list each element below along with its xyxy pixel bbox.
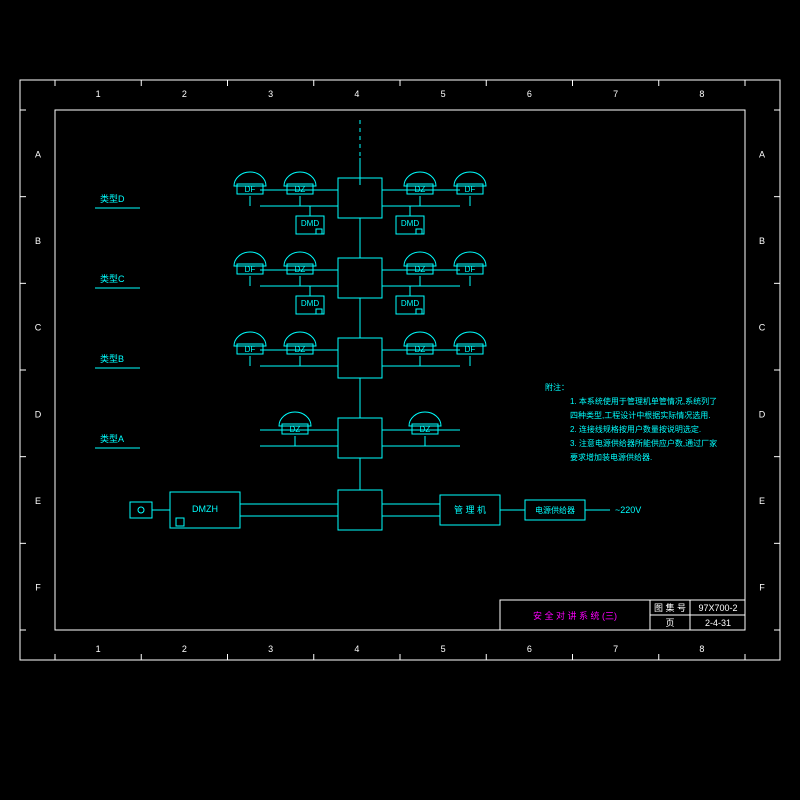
svg-text:类型C: 类型C [100,273,125,284]
svg-text:D: D [35,409,42,419]
svg-text:类型D: 类型D [100,193,125,204]
svg-text:1. 本系统使用于管理机单管情况,系统列了: 1. 本系统使用于管理机单管情况,系统列了 [570,396,717,406]
svg-text:DMD: DMD [301,299,319,308]
svg-text:DMD: DMD [401,299,419,308]
svg-text:DMD: DMD [301,219,319,228]
svg-text:DF: DF [465,185,476,194]
svg-text:图 集 号: 图 集 号 [654,602,686,613]
svg-text:1: 1 [96,644,101,654]
svg-text:DMD: DMD [401,219,419,228]
svg-text:电源供给器: 电源供给器 [535,505,575,515]
svg-text:DZ: DZ [290,425,301,434]
svg-text:DMZH: DMZH [192,504,218,514]
svg-text:DF: DF [245,345,256,354]
svg-text:安 全 对 讲 系 统 (三): 安 全 对 讲 系 统 (三) [533,610,617,621]
svg-text:3: 3 [268,644,273,654]
svg-text:~220V: ~220V [615,505,641,515]
svg-text:管 理 机: 管 理 机 [454,504,486,515]
svg-text:DZ: DZ [420,425,431,434]
svg-text:2. 连接线规格按用户数量按说明选定.: 2. 连接线规格按用户数量按说明选定. [570,424,701,434]
svg-text:F: F [35,583,41,593]
svg-text:F: F [759,583,765,593]
svg-text:4: 4 [354,89,359,99]
svg-text:2-4-31: 2-4-31 [705,618,731,628]
svg-text:DF: DF [245,265,256,274]
svg-text:DZ: DZ [415,265,426,274]
svg-text:DZ: DZ [295,265,306,274]
svg-text:1: 1 [96,89,101,99]
svg-text:E: E [759,496,765,506]
svg-text:A: A [35,149,41,159]
svg-text:DZ: DZ [295,185,306,194]
cad-diagram: 1 1 2 2 3 3 4 4 5 5 6 6 7 7 8 8 A A B B C C D D E E F F 类型D DZ DF DZ DF D… [0,0,800,800]
svg-text:DF: DF [465,345,476,354]
svg-text:四种类型,工程设计中根据实际情况选用.: 四种类型,工程设计中根据实际情况选用. [570,410,710,420]
svg-text:C: C [759,323,766,333]
svg-text:97X700-2: 97X700-2 [698,603,737,613]
svg-text:6: 6 [527,644,532,654]
svg-text:2: 2 [182,89,187,99]
svg-text:B: B [35,236,41,246]
svg-text:8: 8 [699,89,704,99]
svg-text:B: B [759,236,765,246]
svg-text:4: 4 [354,644,359,654]
svg-text:3. 注意电源供给器所能供应户数,通过厂家: 3. 注意电源供给器所能供应户数,通过厂家 [570,438,717,448]
svg-text:DZ: DZ [295,345,306,354]
svg-text:7: 7 [613,644,618,654]
svg-text:5: 5 [441,644,446,654]
svg-text:页: 页 [665,618,674,628]
svg-text:2: 2 [182,644,187,654]
svg-text:5: 5 [441,89,446,99]
svg-text:C: C [35,323,42,333]
svg-text:D: D [759,409,766,419]
svg-text:DF: DF [245,185,256,194]
svg-text:8: 8 [699,644,704,654]
svg-text:类型B: 类型B [100,353,124,364]
svg-text:E: E [35,496,41,506]
svg-text:附注：: 附注： [545,382,569,392]
svg-text:3: 3 [268,89,273,99]
svg-text:6: 6 [527,89,532,99]
svg-text:DZ: DZ [415,345,426,354]
svg-text:DF: DF [465,265,476,274]
svg-text:类型A: 类型A [100,433,124,444]
svg-text:A: A [759,149,765,159]
svg-text:DZ: DZ [415,185,426,194]
svg-text:7: 7 [613,89,618,99]
svg-text:要求增加装电源供给器.: 要求增加装电源供给器. [570,452,652,462]
